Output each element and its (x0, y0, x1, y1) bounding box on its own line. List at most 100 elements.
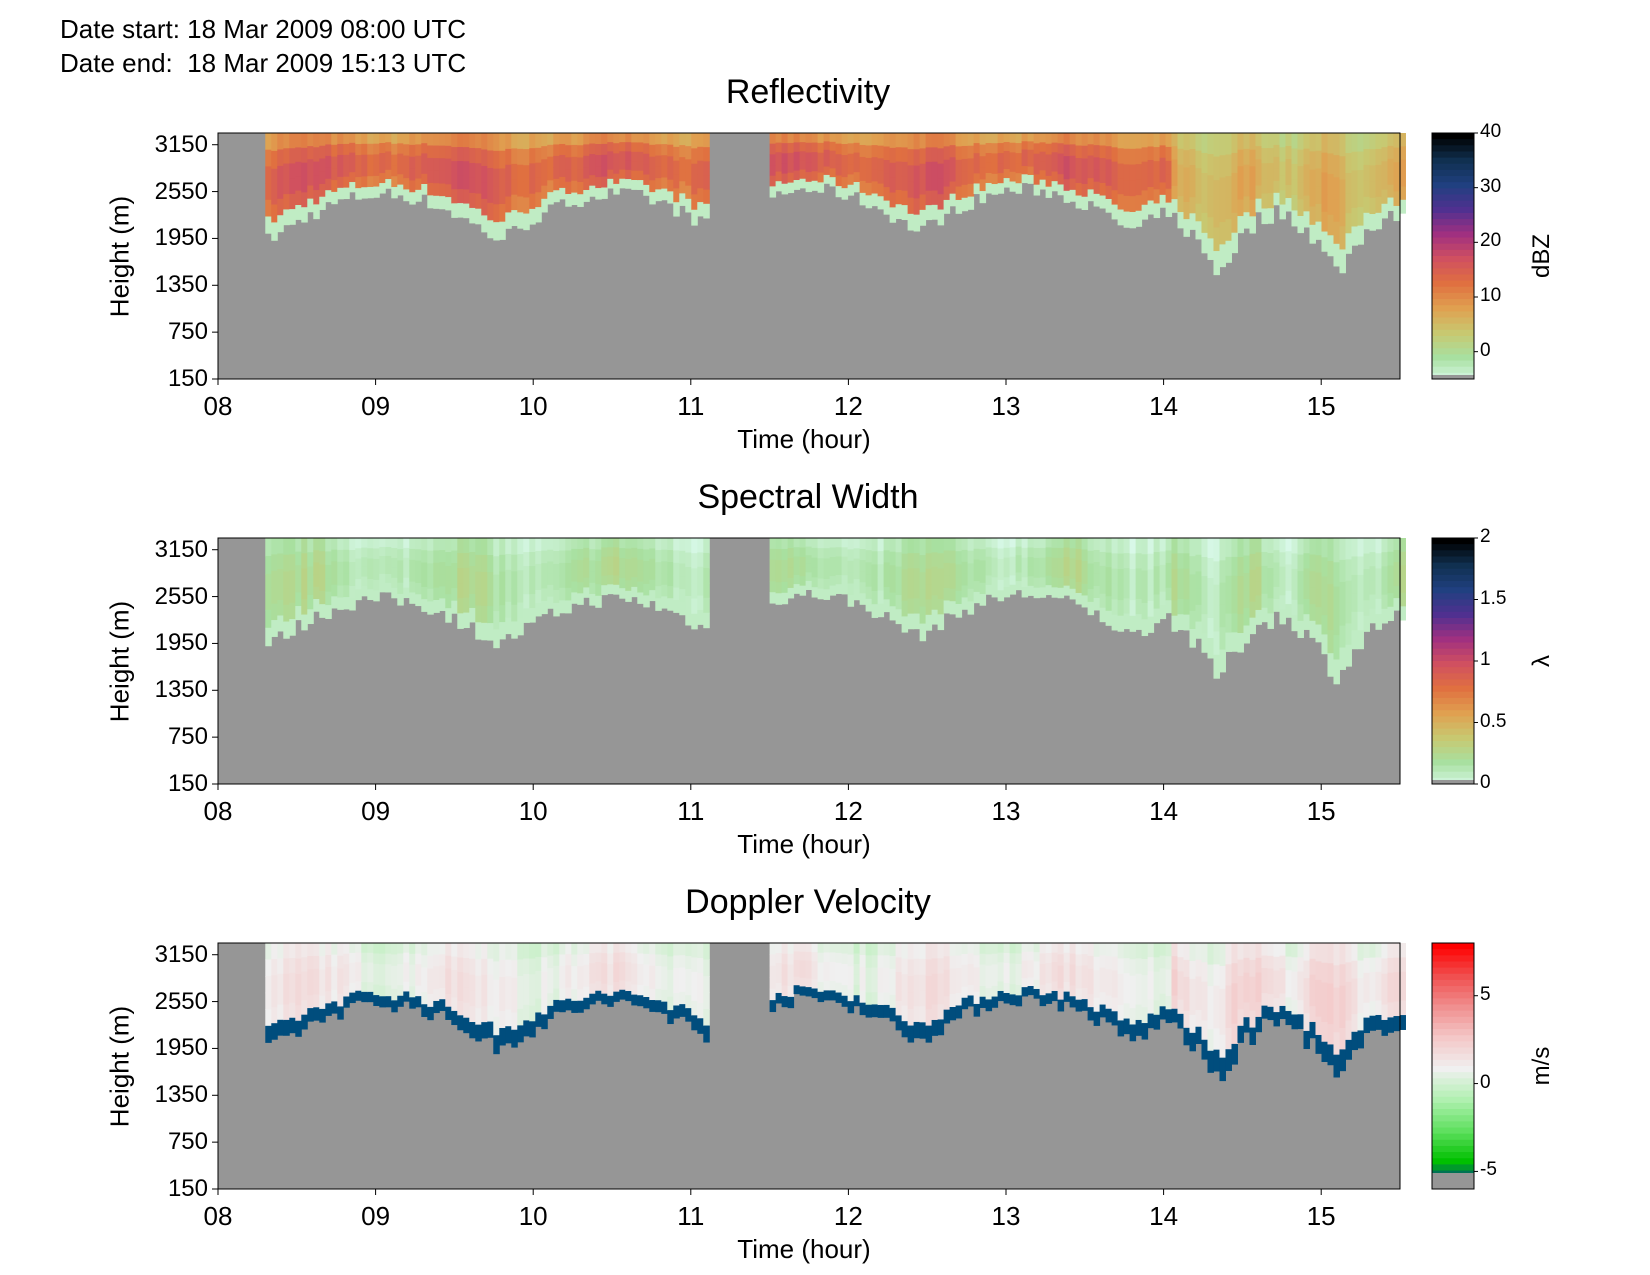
data-cell (643, 975, 650, 987)
colorbar-segment (1432, 780, 1474, 784)
data-cell (649, 1000, 656, 1012)
data-cell (1297, 182, 1304, 200)
data-cell (445, 538, 452, 553)
data-cell (415, 155, 422, 168)
colorbar-segment (1432, 1145, 1474, 1153)
data-cell (901, 538, 909, 555)
data-cell (637, 963, 644, 975)
data-cell (1375, 986, 1382, 1002)
data-cell (409, 570, 416, 583)
data-cell (529, 989, 536, 1007)
data-cell (685, 969, 692, 983)
data-cell (1009, 152, 1017, 163)
data-cell (871, 590, 879, 605)
data-cell (1153, 133, 1161, 148)
data-cell (1213, 156, 1220, 181)
panel-1 (212, 537, 1478, 790)
colorbar-segment (1432, 375, 1474, 379)
data-cell (775, 982, 783, 994)
data-cell (1183, 184, 1190, 203)
data-cell (1369, 1015, 1376, 1031)
colorbar-segment (1432, 163, 1474, 171)
data-cell (865, 1004, 873, 1018)
data-cell (1303, 538, 1310, 554)
data-cell (289, 178, 296, 195)
data-cell (559, 600, 566, 614)
data-cell (1339, 226, 1346, 250)
data-cell (439, 976, 446, 989)
data-cell (775, 593, 783, 605)
data-cell (907, 213, 915, 231)
data-cell (1303, 614, 1310, 630)
data-cell (1117, 553, 1125, 570)
data-cell (937, 988, 945, 1005)
data-cell (529, 193, 536, 210)
data-cell (1063, 981, 1071, 993)
data-cell (1285, 159, 1292, 173)
data-cell (1213, 180, 1220, 205)
data-cell (427, 133, 434, 146)
data-cell (781, 538, 789, 550)
data-cell (691, 583, 698, 600)
data-cell (1213, 1028, 1220, 1051)
data-cell (847, 966, 855, 979)
data-cell (1351, 151, 1358, 171)
data-cell (823, 558, 831, 570)
data-cell (457, 971, 464, 987)
data-cell (511, 960, 518, 979)
data-cell (379, 985, 386, 997)
data-cell (973, 1003, 981, 1017)
data-cell (1243, 133, 1250, 150)
data-cell (1393, 1001, 1400, 1017)
data-cell (271, 570, 278, 588)
data-cell (835, 556, 843, 567)
data-cell (889, 192, 897, 208)
data-cell (1225, 556, 1232, 577)
data-cell (349, 585, 356, 599)
colorbar-segment (1432, 967, 1474, 975)
data-cell (265, 959, 272, 977)
data-cell (1159, 538, 1167, 552)
data-cell (805, 142, 813, 154)
data-cell (601, 547, 608, 558)
data-cell (1291, 584, 1298, 601)
data-cell (445, 955, 452, 969)
data-cell (853, 133, 861, 144)
data-cell (559, 187, 566, 200)
data-cell (355, 558, 362, 570)
colorbar-segment (1432, 1010, 1474, 1018)
data-cell (307, 185, 314, 200)
data-cell (283, 209, 290, 226)
data-cell (937, 973, 945, 990)
data-cell (463, 189, 470, 205)
data-cell (535, 956, 542, 972)
data-cell (1219, 1034, 1226, 1059)
data-cell (385, 151, 392, 162)
data-cell (1321, 231, 1328, 252)
data-cell (433, 977, 440, 990)
data-cell (1345, 962, 1352, 983)
data-cell (1375, 614, 1382, 630)
data-cell (1351, 1014, 1358, 1033)
data-cell (319, 158, 326, 172)
data-cell (1009, 538, 1017, 548)
data-cell (991, 943, 999, 955)
data-cell (991, 133, 999, 144)
data-cell (553, 144, 560, 157)
data-cell (301, 986, 308, 1001)
data-cell (475, 959, 482, 977)
data-cell (997, 163, 1005, 174)
data-cell (1147, 133, 1155, 148)
data-cell (1273, 562, 1280, 576)
data-cell (691, 163, 698, 180)
data-cell (637, 142, 644, 153)
data-cell (1039, 133, 1047, 143)
data-cell (1051, 557, 1059, 569)
data-cell (421, 1004, 428, 1017)
data-cell (421, 538, 428, 551)
data-cell (481, 990, 488, 1007)
data-cell (1189, 1014, 1196, 1034)
data-cell (481, 554, 488, 573)
data-cell (1177, 148, 1184, 166)
x-tick-label: 11 (677, 391, 705, 421)
